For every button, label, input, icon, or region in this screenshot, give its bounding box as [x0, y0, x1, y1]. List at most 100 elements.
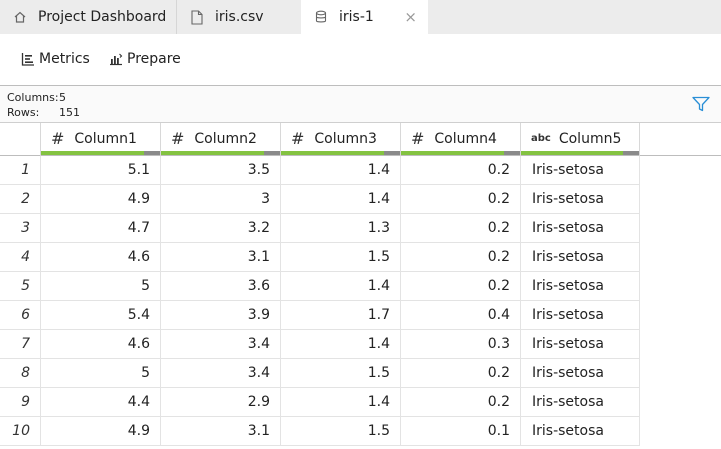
cell-column3[interactable]: 1.5 — [280, 359, 400, 388]
cell-column2[interactable]: 2.9 — [160, 388, 280, 417]
tab-project-dashboard[interactable]: Project Dashboard — [0, 0, 176, 34]
cell-column2[interactable]: 3.9 — [160, 301, 280, 330]
cell-column4[interactable]: 0.2 — [400, 359, 520, 388]
cell-column5[interactable]: Iris-setosa — [520, 272, 640, 301]
cell-column4[interactable]: 0.2 — [400, 214, 520, 243]
cell-column1[interactable]: 4.9 — [40, 417, 160, 446]
cell-column2[interactable]: 3.2 — [160, 214, 280, 243]
metrics-icon — [20, 51, 36, 67]
row-index: 1 — [21, 162, 30, 178]
row-index: 5 — [21, 278, 30, 294]
file-icon — [189, 9, 205, 25]
columns-count: Columns: 5 — [7, 91, 66, 104]
cell-column1[interactable]: 5 — [40, 272, 160, 301]
tab-bar: Project Dashboard iris.csv iris-1 × — [0, 0, 721, 34]
rows-count: Rows: 151 — [7, 106, 80, 119]
cell-column5[interactable]: Iris-setosa — [520, 359, 640, 388]
row-index: 8 — [21, 365, 30, 381]
column-header-column2[interactable]: # Column2 — [160, 123, 280, 156]
column-name: Column2 — [194, 131, 257, 147]
table-row[interactable]: 4 4.6 3.1 1.5 0.2 Iris-setosa — [0, 243, 640, 272]
column-name: Column3 — [314, 131, 377, 147]
cell-column5[interactable]: Iris-setosa — [520, 388, 640, 417]
tab-iris-1[interactable]: iris-1 × — [301, 0, 428, 34]
close-icon[interactable]: × — [404, 8, 417, 26]
cell-column2[interactable]: 3 — [160, 185, 280, 214]
column-name: Column5 — [558, 131, 622, 147]
cell-column2[interactable]: 3.5 — [160, 156, 280, 185]
cell-column5[interactable]: Iris-setosa — [520, 417, 640, 446]
cell-column2[interactable]: 3.6 — [160, 272, 280, 301]
cell-column4[interactable]: 0.2 — [400, 185, 520, 214]
cell-column1[interactable]: 5.4 — [40, 301, 160, 330]
cell-column4[interactable]: 0.3 — [400, 330, 520, 359]
table-row[interactable]: 9 4.4 2.9 1.4 0.2 Iris-setosa — [0, 388, 640, 417]
cell-column3[interactable]: 1.4 — [280, 272, 400, 301]
tab-iris-csv[interactable]: iris.csv — [176, 0, 301, 34]
cell-column3[interactable]: 1.4 — [280, 156, 400, 185]
toolbar: Metrics Prepare — [0, 34, 721, 85]
table-row[interactable]: 3 4.7 3.2 1.3 0.2 Iris-setosa — [0, 214, 640, 243]
cell-column4[interactable]: 0.2 — [400, 388, 520, 417]
cell-column2[interactable]: 3.1 — [160, 243, 280, 272]
column-header-column1[interactable]: # Column1 — [40, 123, 160, 156]
text-type-icon: abc — [531, 133, 551, 144]
prepare-button[interactable]: Prepare — [108, 51, 181, 67]
cell-column4[interactable]: 0.2 — [400, 156, 520, 185]
cell-column1[interactable]: 4.6 — [40, 330, 160, 359]
column-header-column5[interactable]: abc Column5 — [520, 123, 640, 156]
cell-column4[interactable]: 0.2 — [400, 243, 520, 272]
rows-count-label: Rows: — [7, 106, 40, 119]
cell-column5[interactable]: Iris-setosa — [520, 185, 640, 214]
table-row[interactable]: 7 4.6 3.4 1.4 0.3 Iris-setosa — [0, 330, 640, 359]
metrics-button[interactable]: Metrics — [20, 51, 90, 67]
validity-bar — [521, 151, 639, 155]
cell-column5[interactable]: Iris-setosa — [520, 214, 640, 243]
table-row[interactable]: 1 5.1 3.5 1.4 0.2 Iris-setosa — [0, 156, 640, 185]
cell-column4[interactable]: 0.2 — [400, 272, 520, 301]
cell-column5[interactable]: Iris-setosa — [520, 330, 640, 359]
cell-column3[interactable]: 1.4 — [280, 330, 400, 359]
cell-column3[interactable]: 1.5 — [280, 417, 400, 446]
filter-icon[interactable] — [692, 96, 710, 112]
numeric-type-icon: # — [411, 129, 425, 148]
columns-count-value: 5 — [59, 91, 66, 104]
column-header-column3[interactable]: # Column3 — [280, 123, 400, 156]
cell-column5[interactable]: Iris-setosa — [520, 301, 640, 330]
row-index: 9 — [21, 394, 30, 410]
cell-column3[interactable]: 1.5 — [280, 243, 400, 272]
columns-count-label: Columns: — [7, 91, 59, 104]
cell-column3[interactable]: 1.3 — [280, 214, 400, 243]
table-row[interactable]: 10 4.9 3.1 1.5 0.1 Iris-setosa — [0, 417, 640, 446]
home-icon — [12, 9, 28, 25]
table-row[interactable]: 5 5 3.6 1.4 0.2 Iris-setosa — [0, 272, 640, 301]
cell-column2[interactable]: 3.4 — [160, 359, 280, 388]
cell-column3[interactable]: 1.7 — [280, 301, 400, 330]
table-row[interactable]: 8 5 3.4 1.5 0.2 Iris-setosa — [0, 359, 640, 388]
cell-column1[interactable]: 4.4 — [40, 388, 160, 417]
cell-column1[interactable]: 4.7 — [40, 214, 160, 243]
validity-bar — [41, 151, 160, 155]
tab-label: iris.csv — [215, 9, 264, 25]
cell-column1[interactable]: 4.9 — [40, 185, 160, 214]
cell-column2[interactable]: 3.1 — [160, 417, 280, 446]
cell-column4[interactable]: 0.1 — [400, 417, 520, 446]
table-row[interactable]: 2 4.9 3 1.4 0.2 Iris-setosa — [0, 185, 640, 214]
cell-column5[interactable]: Iris-setosa — [520, 156, 640, 185]
cell-column2[interactable]: 3.4 — [160, 330, 280, 359]
validity-bar — [161, 151, 280, 155]
row-index: 4 — [21, 249, 30, 265]
cell-column3[interactable]: 1.4 — [280, 185, 400, 214]
cell-column1[interactable]: 5 — [40, 359, 160, 388]
cell-column3[interactable]: 1.4 — [280, 388, 400, 417]
table-row[interactable]: 6 5.4 3.9 1.7 0.4 Iris-setosa — [0, 301, 640, 330]
validity-bar — [281, 151, 400, 155]
cell-column1[interactable]: 4.6 — [40, 243, 160, 272]
cell-column4[interactable]: 0.4 — [400, 301, 520, 330]
cell-column1[interactable]: 5.1 — [40, 156, 160, 185]
column-name: Column1 — [74, 131, 137, 147]
prepare-icon — [108, 51, 124, 67]
column-header-column4[interactable]: # Column4 — [400, 123, 520, 156]
cell-column5[interactable]: Iris-setosa — [520, 243, 640, 272]
table-body: 1 5.1 3.5 1.4 0.2 Iris-setosa 2 4.9 3 1.… — [0, 156, 721, 449]
